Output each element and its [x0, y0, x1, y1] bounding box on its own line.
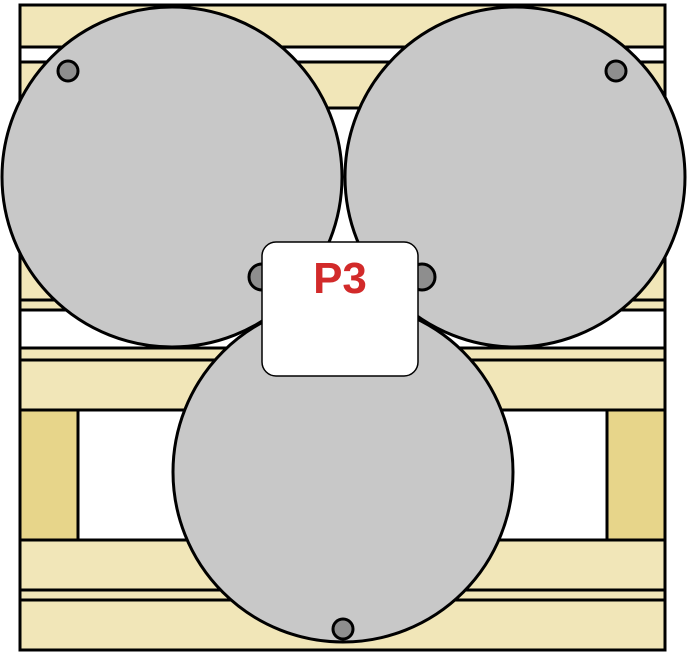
bung-icon [604, 59, 628, 83]
label-box [261, 241, 419, 377]
pallet-block [18, 408, 80, 542]
barrel-top-right [343, 5, 687, 349]
pallet-label: P3 [261, 241, 419, 377]
barrels [0, 5, 687, 644]
bung-icon [331, 617, 355, 641]
label-text: P3 [313, 254, 367, 303]
pallet-block [605, 408, 667, 542]
bung-icon [56, 59, 80, 83]
barrel-top-left [0, 5, 344, 349]
